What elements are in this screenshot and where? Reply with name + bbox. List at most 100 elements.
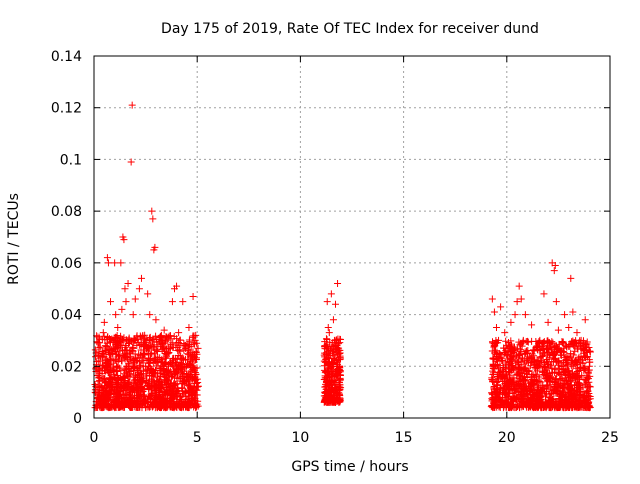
data-point	[549, 395, 557, 403]
data-point	[323, 298, 331, 306]
data-point	[100, 400, 108, 408]
x-tick-label: 20	[498, 430, 516, 446]
data-point	[111, 259, 119, 267]
data-point	[146, 334, 154, 342]
data-point	[181, 342, 189, 350]
data-point	[539, 383, 547, 391]
data-point	[555, 364, 563, 372]
tick-layer: 0 5 10 15 20 25 0 0.02 0.04 0.06 0.08 0.1 0.12 0.14	[51, 49, 619, 446]
data-point	[516, 391, 524, 399]
data-point	[110, 336, 118, 344]
data-point	[328, 369, 336, 377]
data-point	[504, 403, 512, 411]
data-point	[140, 374, 148, 382]
data-point	[140, 335, 148, 343]
data-point	[534, 342, 542, 350]
data-point	[162, 333, 170, 341]
data-point	[322, 335, 330, 343]
data-point	[324, 367, 332, 375]
data-point	[505, 383, 513, 391]
data-point	[568, 369, 576, 377]
data-point	[143, 347, 151, 355]
data-point	[101, 342, 109, 350]
data-point	[157, 343, 165, 351]
data-point	[492, 397, 500, 405]
data-point	[567, 381, 575, 389]
data-point	[493, 386, 501, 394]
data-point	[103, 334, 111, 342]
data-point	[194, 344, 202, 352]
data-point	[558, 339, 566, 347]
data-point	[104, 381, 112, 389]
data-point	[157, 385, 165, 393]
data-point	[115, 387, 123, 395]
data-point	[491, 347, 499, 355]
data-point	[133, 335, 141, 343]
data-point	[328, 384, 336, 392]
data-point	[147, 391, 155, 399]
data-point	[144, 382, 152, 390]
data-point	[179, 298, 187, 306]
data-point	[148, 207, 156, 215]
data-point	[168, 298, 176, 306]
data-point	[103, 358, 111, 366]
data-point	[553, 385, 561, 393]
data-point	[130, 399, 138, 407]
data-point	[134, 397, 142, 405]
data-point	[556, 347, 564, 355]
data-point	[176, 395, 184, 403]
data-point	[325, 358, 333, 366]
data-point	[148, 343, 156, 351]
data-point	[179, 380, 187, 388]
data-point	[98, 348, 106, 356]
data-point	[499, 389, 507, 397]
data-point	[526, 382, 534, 390]
data-point	[108, 403, 116, 411]
data-point	[564, 393, 572, 401]
data-point	[144, 366, 152, 374]
data-point	[168, 385, 176, 393]
data-point	[528, 321, 536, 329]
plot-frame	[93, 55, 611, 419]
data-point	[519, 398, 527, 406]
data-point	[509, 362, 517, 370]
data-point	[535, 377, 543, 385]
data-point	[580, 349, 588, 357]
data-point	[123, 372, 131, 380]
data-point	[127, 337, 135, 345]
data-point	[161, 389, 169, 397]
data-point	[129, 311, 137, 319]
data-point	[133, 375, 141, 383]
data-point	[575, 399, 583, 407]
data-point	[566, 384, 574, 392]
data-point	[100, 332, 108, 340]
data-point	[556, 401, 564, 409]
data-point	[135, 341, 143, 349]
data-point	[579, 344, 587, 352]
data-point	[115, 355, 123, 363]
data-point	[151, 349, 159, 357]
data-point	[126, 383, 134, 391]
data-point	[114, 324, 122, 331]
data-point	[585, 378, 593, 386]
data-point	[123, 355, 131, 363]
data-point	[185, 338, 193, 346]
data-point	[323, 349, 331, 357]
data-point	[137, 274, 145, 282]
data-point	[556, 371, 564, 379]
data-point	[187, 354, 195, 362]
y-axis-title: ROTI / TECUs	[6, 193, 22, 285]
data-point	[176, 336, 184, 344]
data-point	[552, 298, 560, 306]
data-point	[553, 345, 561, 353]
data-point	[551, 368, 559, 376]
data-point	[517, 295, 525, 303]
data-point	[153, 358, 161, 366]
data-point	[567, 385, 575, 393]
data-point	[583, 399, 591, 407]
data-point	[539, 400, 547, 408]
data-point	[532, 365, 540, 373]
data-point	[561, 374, 569, 382]
data-point	[547, 384, 555, 392]
